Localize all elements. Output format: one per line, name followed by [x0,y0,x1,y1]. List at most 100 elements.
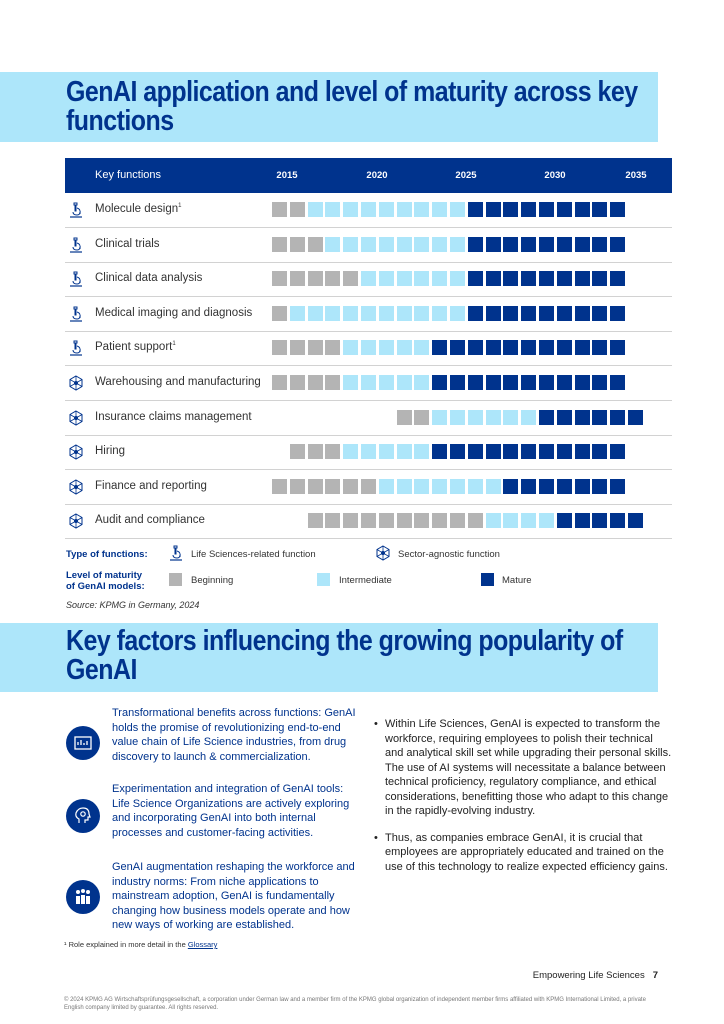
maturity-cell-mature [450,340,465,356]
maturity-cell-beginning [325,444,341,460]
maturity-cell-intermediate [396,340,412,356]
maturity-cell-intermediate [343,340,359,356]
glossary-link[interactable]: Glossary [187,940,218,949]
maturity-cell-intermediate [485,513,501,529]
maturity-cell-intermediate [485,409,501,425]
maturity-cell-intermediate [396,375,412,390]
maturity-cell-intermediate [414,236,430,252]
maturity-cell-mature [574,202,590,217]
section-banner-factors: Key factors influencing the growing popu… [0,623,658,692]
maturity-cell-intermediate [361,305,376,321]
maturity-cell-beginning [272,340,287,356]
maturity-cell-beginning [272,478,287,494]
maturity-cell-intermediate [343,202,359,217]
maturity-cell-beginning [289,236,305,252]
function-row: Audit and compliance [65,504,672,540]
maturity-cell-intermediate [432,202,448,217]
maturity-cell-beginning [414,409,430,425]
maturity-cell-mature [503,478,519,494]
maturity-cell-mature [574,375,590,390]
maturity-cell-beginning [289,375,305,390]
maturity-cell-mature [592,202,608,217]
timeline-header: Key functions 2015 2020 2025 2030 2035 [65,158,672,193]
maturity-cell-beginning [307,444,323,460]
maturity-cell-mature [485,305,501,321]
maturity-cell-mature [450,375,465,390]
maturity-cell-mature [610,202,626,217]
maturity-cell-beginning [396,409,412,425]
maturity-cell-intermediate [378,444,394,460]
maturity-cell-mature [539,340,554,356]
maturity-cell-intermediate [414,202,430,217]
maturity-cell-intermediate [414,271,430,287]
maturity-cell-mature [503,271,519,287]
factor-icon-circle [66,799,100,833]
maturity-cell-mature [574,478,590,494]
maturity-cell-intermediate [396,202,412,217]
maturity-cell-mature [432,444,448,460]
maturity-cell-mature [592,409,608,425]
publication-title: Empowering Life Sciences [532,970,645,981]
page-footer: Empowering Life Sciences 7 [533,970,658,981]
maturity-cell-intermediate [450,271,465,287]
maturity-cell-mature [521,444,537,460]
maturity-cell-beginning [343,513,359,529]
maturity-cell-mature [539,305,554,321]
maturity-cell-mature [574,444,590,460]
maturity-cell-mature [521,271,537,287]
network-icon [375,545,391,561]
maturity-cell-beginning [325,478,341,494]
maturity-cell-intermediate [343,444,359,460]
maturity-cell-beginning [378,513,394,529]
maturity-cell-beginning [289,271,305,287]
maturity-cell-intermediate [307,202,323,217]
maturity-cell-mature [467,444,483,460]
maturity-cell-beginning [450,513,465,529]
maturity-cell-mature [574,409,590,425]
microscope-icon [68,237,84,253]
legend-intermediate: Intermediate [339,575,392,586]
maturity-cell-mature [467,340,483,356]
legend-sector-agnostic: Sector-agnostic function [398,549,500,560]
factor-text: Transformational benefits across functio… [112,707,356,763]
maturity-cell-mature [450,444,465,460]
maturity-cell-mature [556,409,572,425]
maturity-cell-intermediate [361,340,376,356]
maturity-cell-intermediate [432,236,448,252]
maturity-cell-mature [521,202,537,217]
maturity-cell-mature [539,375,554,390]
function-label: Medical imaging and diagnosis [95,306,253,319]
network-icon [68,479,84,495]
maturity-cell-mature [539,202,554,217]
maturity-cell-intermediate [361,236,376,252]
function-label: Hiring [95,445,126,458]
maturity-cell-mature [610,478,626,494]
maturity-cell-mature [574,271,590,287]
legend-beginning: Beginning [191,575,234,586]
maturity-cell-mature [556,478,572,494]
maturity-cell-intermediate [396,305,412,321]
maturity-cell-intermediate [467,409,483,425]
function-label: Patient support1 [95,341,176,354]
maturity-cell-beginning [361,478,376,494]
maturity-cell-intermediate [361,202,376,217]
legend-type-title: Type of functions: [66,549,148,560]
maturity-cell-intermediate [450,236,465,252]
maturity-cell-mature [628,513,643,529]
maturity-cell-mature [503,444,519,460]
maturity-cell-mature [592,478,608,494]
maturity-cell-mature [432,340,448,356]
maturity-cell-beginning [307,271,323,287]
maturity-cell-mature [610,340,626,356]
maturity-cell-mature [503,375,519,390]
function-label: Finance and reporting [95,479,207,492]
maturity-cell-mature [610,513,626,529]
maturity-cell-beginning [272,375,287,390]
maturity-cell-intermediate [325,236,341,252]
maturity-cell-mature [485,340,501,356]
maturity-cell-mature [592,340,608,356]
function-row: Warehousing and manufacturing [65,366,672,401]
maturity-cell-mature [503,340,519,356]
network-icon [68,410,84,426]
maturity-cell-beginning [272,271,287,287]
